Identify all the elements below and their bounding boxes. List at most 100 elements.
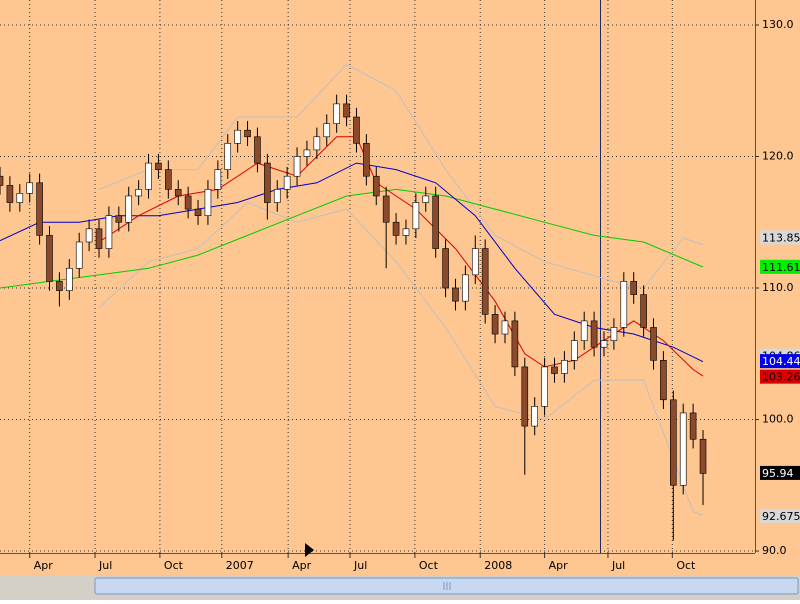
x-tick-label: Apr [549, 559, 569, 572]
price-marker [760, 508, 800, 523]
price-marker [760, 465, 800, 480]
candle-body [541, 366, 548, 407]
candle-body [165, 169, 172, 190]
price-marker [760, 230, 800, 245]
candle-body [75, 241, 83, 269]
marker-arrow [305, 543, 314, 557]
candle-body [115, 215, 123, 223]
candle-body [95, 228, 103, 249]
candle-body [679, 412, 687, 486]
price-marker-label: 103.26 [762, 371, 800, 384]
x-tick-label: Jul [611, 559, 625, 572]
y-tick-label: 120.0 [762, 149, 794, 162]
candle-body [452, 287, 459, 302]
candle-body [531, 406, 538, 427]
candle-body [442, 248, 449, 289]
price-marker [760, 259, 800, 274]
candle-body [382, 195, 390, 223]
price-marker [760, 369, 800, 384]
candle-body [630, 281, 638, 295]
candle-body [491, 314, 499, 335]
x-tick-label: 2007 [226, 559, 254, 572]
candle-body [551, 366, 558, 374]
candle-body [353, 116, 360, 144]
candle-body [689, 412, 697, 440]
candle-body [590, 320, 598, 348]
candle-body [511, 320, 519, 368]
candle-body [283, 175, 291, 190]
candle-body [699, 438, 707, 474]
candle-body [392, 221, 400, 236]
candle-body [254, 136, 261, 164]
x-tick-label: Oct [164, 559, 184, 572]
y-tick-label: 100.0 [762, 413, 794, 426]
candle-body [36, 182, 43, 236]
candle-body [234, 129, 241, 144]
candle-body [293, 156, 301, 177]
candle-body [85, 228, 93, 243]
candle-body [184, 195, 192, 210]
candle-body [501, 320, 509, 335]
candle-body [432, 195, 439, 249]
candle-body [194, 208, 202, 216]
candle-body [640, 294, 647, 328]
x-tick-label: Jul [353, 559, 367, 572]
indicator-line [98, 63, 704, 289]
candle-body [580, 320, 588, 341]
y-tick-label: 90.0 [762, 544, 787, 557]
candle-body [422, 195, 430, 203]
candle-body [372, 175, 380, 197]
candle-body [273, 189, 281, 203]
candle-body [600, 340, 608, 348]
candle-body [670, 399, 677, 486]
candle-body [135, 189, 142, 197]
price-marker-label: 111.61 [762, 261, 800, 274]
candle-body [363, 143, 370, 177]
candle-body [0, 175, 4, 186]
candle-body [610, 327, 618, 341]
candle-body [214, 169, 222, 190]
candle-body [204, 189, 212, 216]
candle-body [481, 248, 489, 315]
candle-body [620, 281, 628, 328]
candle-body [264, 162, 271, 203]
y-tick-label: 110.0 [762, 281, 794, 294]
x-tick-label: 2008 [484, 559, 512, 572]
candle-body [650, 327, 657, 361]
x-tick-label: Jul [98, 559, 112, 572]
candle-body [125, 195, 133, 223]
candle-body [46, 235, 53, 282]
price-marker-label: 113.85 [762, 231, 800, 244]
price-marker [760, 354, 800, 369]
candle-body [333, 103, 340, 124]
candle-body [462, 274, 469, 302]
candle-body [66, 267, 73, 291]
candle-body [155, 162, 162, 170]
x-tick-label: Apr [292, 559, 312, 572]
candle-body [570, 340, 578, 361]
y-tick-label: 130.0 [762, 18, 794, 31]
candle-body [343, 103, 350, 118]
candle-body [521, 366, 529, 427]
thumb-grip [443, 582, 451, 590]
candle-body [471, 248, 479, 276]
candle-body [6, 185, 14, 203]
candle-body [16, 193, 24, 203]
x-tick-label: Oct [419, 559, 439, 572]
candle-body [174, 189, 182, 197]
candle-body [660, 360, 667, 401]
candle-body [323, 123, 331, 138]
price-marker-label: 95.94 [762, 467, 794, 480]
candle-body [224, 143, 232, 170]
candle-body [244, 129, 251, 138]
candle-body [56, 281, 63, 291]
candle-body [313, 136, 321, 151]
candle-body [402, 228, 410, 236]
x-tick-label: Apr [34, 559, 54, 572]
x-tick-label: Oct [676, 559, 696, 572]
candle-body [26, 182, 34, 194]
background [0, 0, 800, 575]
indicator-line [98, 201, 704, 516]
